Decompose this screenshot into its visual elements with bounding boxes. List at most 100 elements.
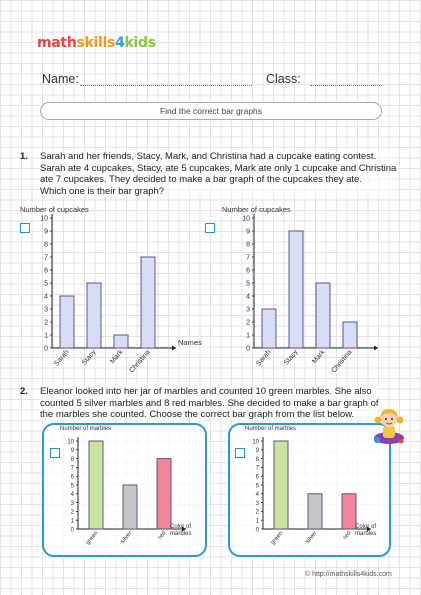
y-tick-label: 5: [246, 280, 250, 287]
bar-sarah: [261, 308, 277, 349]
x-category-label: silver: [120, 530, 134, 545]
y-tick-label: 0: [256, 527, 260, 533]
question-2-text: Eleanor looked into her jar of marbles a…: [40, 386, 379, 421]
x-category-label: Christina: [128, 349, 151, 375]
brand-logo-part: math: [37, 35, 77, 51]
x-category-label: Mark: [109, 348, 125, 365]
girl-illustration: [374, 409, 404, 444]
instruction-text: Find the correct bar graphs: [159, 106, 263, 116]
marble-chart-panel-b: [228, 423, 391, 557]
x-axis-arrow: [367, 526, 371, 532]
y-tick-label: 4: [246, 293, 250, 300]
instruction-banner: Find the correct bar graphs: [40, 102, 382, 120]
x-axis-label-line: Names: [178, 338, 202, 347]
brand-logo-part: 4: [115, 35, 125, 51]
y-tick-label: 2: [71, 510, 75, 516]
y-tick-label: 8: [256, 457, 260, 463]
x-axis-label-line: Color of: [355, 524, 376, 530]
answer-checkbox-q2-a[interactable]: [50, 448, 60, 458]
y-tick-label: 5: [44, 280, 48, 287]
bar-christina: [140, 256, 156, 349]
bar-stacy: [86, 282, 102, 349]
x-axis-label-line: Color of: [170, 524, 191, 530]
y-axis-label: Number of cupcakes: [20, 205, 89, 214]
bar-red: [156, 458, 172, 530]
bar-stacy: [288, 230, 304, 349]
brand-logo-part: kids: [124, 35, 157, 51]
marble-bar-chart-a: Number of marbles 0 1 2 3 4 5 6 7 8 9 10 green silver…: [60, 426, 191, 546]
class-field[interactable]: [310, 85, 382, 86]
x-category-label: silver: [305, 530, 319, 545]
y-tick-label: 9: [256, 448, 260, 454]
y-axis-label: Number of marbles: [60, 426, 111, 432]
bar-green: [88, 440, 104, 530]
x-category-label: red: [157, 530, 167, 540]
y-tick-label: 5: [71, 483, 75, 489]
y-tick-label: 10: [252, 439, 259, 445]
y-tick-label: 2: [246, 319, 250, 326]
y-tick-label: 10: [40, 215, 48, 222]
answer-checkbox-q1-b[interactable]: [205, 223, 215, 233]
question-1-line: Sarah ate 4 cupcakes, Stacy, ate 5 cupca…: [40, 162, 397, 174]
y-axis-label: Number of marbles: [245, 426, 296, 432]
y-tick-label: 7: [44, 254, 48, 261]
y-tick-label: 10: [242, 215, 250, 222]
x-category-label: Mark: [311, 348, 327, 365]
y-tick-label: 0: [44, 345, 48, 352]
question-2-line: Eleanor looked into her jar of marbles a…: [40, 386, 372, 397]
y-tick-label: 1: [256, 519, 260, 525]
y-tick-label: 10: [67, 439, 74, 445]
x-category-label: Sarah: [53, 349, 70, 368]
y-tick-label: 6: [71, 475, 75, 481]
name-field[interactable]: [80, 85, 252, 86]
bar-green: [273, 440, 289, 530]
y-tick-label: 4: [256, 492, 260, 498]
y-tick-label: 7: [256, 466, 260, 472]
bar-christina: [342, 321, 358, 349]
bar-silver: [307, 493, 323, 530]
y-tick-label: 3: [44, 306, 48, 313]
question-1-line: ate 7 cupcakes. They decided to make a b…: [40, 174, 362, 185]
y-axis-label: Number of cupcakes: [222, 205, 291, 214]
y-tick-label: 1: [71, 519, 75, 525]
y-tick-label: 2: [44, 319, 48, 326]
y-tick-label: 3: [71, 501, 75, 507]
question-1-line: Sarah and her friends, Stacy, Mark, and …: [40, 151, 377, 162]
question-2-number: 2.: [20, 386, 28, 397]
x-category-label: red: [342, 530, 352, 540]
question-2-line: the marbles she counted. Choose the corr…: [40, 409, 355, 420]
x-axis-label-line: marbles: [355, 531, 376, 537]
cupcake-bar-chart-b: Number of cupcakes 0 1 2 3 4 5 6 7 8 9 10 Sarah Stacy…: [222, 205, 378, 375]
x-category-label: Christina: [330, 349, 353, 375]
bar-red: [341, 493, 357, 530]
y-tick-label: 8: [71, 457, 75, 463]
y-tick-label: 5: [256, 483, 260, 489]
y-tick-label: 9: [44, 228, 48, 235]
answer-checkbox-q2-b[interactable]: [235, 448, 245, 458]
y-tick-label: 6: [256, 475, 260, 481]
bar-mark: [315, 282, 331, 349]
y-tick-label: 2: [256, 510, 260, 516]
question-1-text: Sarah and her friends, Stacy, Mark, and …: [40, 151, 397, 197]
answer-checkbox-q1-a[interactable]: [20, 223, 30, 233]
y-tick-label: 1: [44, 332, 48, 339]
bar-sarah: [59, 295, 75, 349]
y-tick-label: 9: [246, 228, 250, 235]
x-category-label: Sarah: [255, 349, 272, 368]
bar-mark: [113, 334, 129, 349]
brand-logo-part: skills: [76, 35, 116, 51]
y-tick-label: 1: [246, 332, 250, 339]
x-category-label: green: [85, 530, 99, 546]
copyright-footer: © http://mathskills4kids.com: [305, 571, 392, 578]
x-category-label: Stacy: [81, 348, 98, 366]
question-1-line: Which one is their bar graph?: [40, 185, 165, 197]
y-tick-label: 4: [44, 293, 48, 300]
y-tick-label: 4: [71, 492, 75, 498]
y-tick-label: 0: [246, 345, 250, 352]
x-axis-arrow: [374, 345, 378, 351]
y-tick-label: 6: [246, 267, 250, 274]
brand-logo: mathskills4kids: [37, 35, 156, 51]
y-tick-label: 9: [71, 448, 75, 454]
y-tick-label: 8: [246, 241, 250, 248]
y-tick-label: 6: [44, 267, 48, 274]
